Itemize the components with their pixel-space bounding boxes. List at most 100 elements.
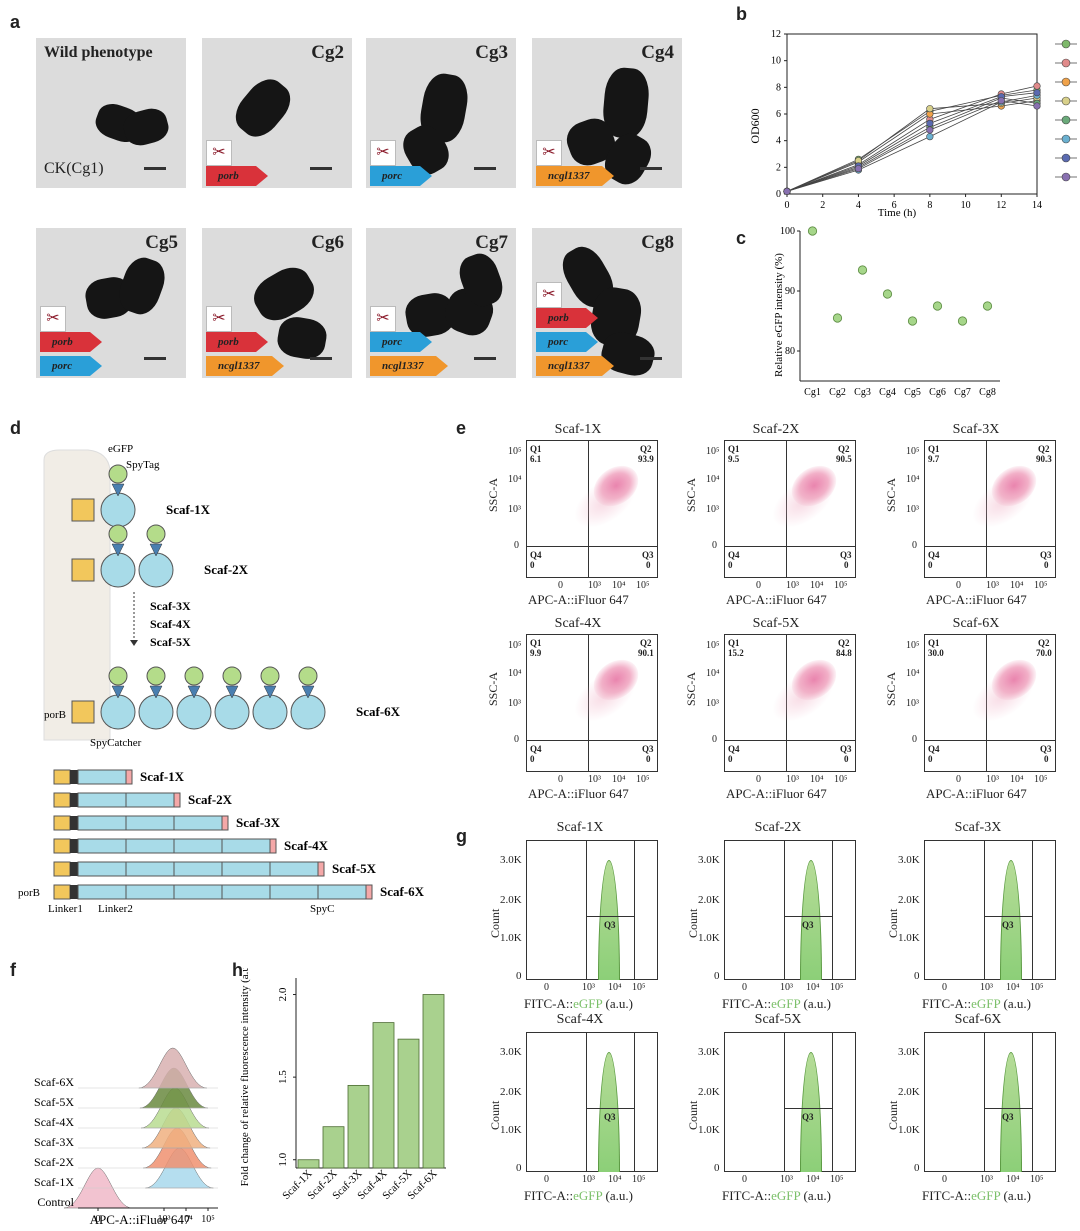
point-Cg8 [1033,102,1041,110]
histogram-frame [924,840,1056,980]
linker1-label: Linker1 [48,903,83,915]
histogram-2: Scaf-2X Q3 Count 3.0K 2.0K 1.0K 0 0 10³ 10⁴ 10⁵ FIT… [680,820,876,1012]
y-tick-label: 1.0K [698,1124,720,1136]
x-tick-label: 10⁵ [830,982,844,993]
x-tick-label: 0 [558,580,563,591]
bacterium-cell [247,259,321,329]
flow-xlabel: APC-A::iFluor 647 [726,592,827,607]
gate-left [984,1032,985,1172]
flow-plot-4: Scaf-4X Q1 9.9 Q2 90.1 Q4 0 Q3 0 SSC-A 10⁵ 10⁴ 10³ 0 0… [480,616,676,806]
q3-label: Q3 [1040,550,1052,560]
x-tick-label: 8 [927,200,932,211]
y-tick-label: 1.0 [277,1152,289,1166]
xlabel-egfp: eGFP [573,996,603,1011]
x-tick-label: 0 [742,1174,747,1185]
egfp-label: eGFP [108,443,133,455]
q1-label: Q1 [530,444,542,454]
y-tick-label: 0 [514,734,519,745]
q3-label: Q3 [1002,1112,1014,1122]
q3-label: Q3 [1002,920,1014,930]
y-tick-label: 10³ [706,698,719,709]
porb-segment [53,815,71,831]
histogram-frame [724,840,856,980]
legend-marker [1061,96,1071,106]
micrograph-8: Cg8 ✂ porb porc ncgl1337 [532,228,682,378]
spycatcher-domain [176,694,212,730]
ridge-label: Scaf-5X [34,1095,74,1109]
panel-d-constructs: Scaf-1XScaf-2XScaf-3XScaf-4XScaf-5XScaf-… [18,769,425,915]
q3-gate-line [984,1108,1032,1109]
histogram-frame [526,840,658,980]
ridge-label: Scaf-2X [34,1155,74,1169]
y-tick-label: 2.0K [698,894,720,906]
construct-label: Scaf-2X [188,792,233,807]
construct-label: Scaf-3X [236,815,281,830]
scale-bar [144,357,166,360]
y-tick-label: 10⁴ [706,668,720,679]
scale-bar [640,167,662,170]
xlabel-suffix: (a.u.) [800,1188,831,1203]
point-Cg7 [926,119,934,127]
spytag-arrow [187,685,201,699]
q4-label: Q4 [928,744,940,754]
gate-right [1032,840,1033,980]
q4-value: 0 [928,754,933,764]
scaffold-ellipsis-label: Scaf-5X [150,635,191,649]
spycatcher-domain [138,552,174,588]
x-tick-label: 10³ [582,1174,595,1185]
gate-right [634,840,635,980]
x-tick-label: 10³ [582,982,595,993]
x-tick-label: Cg4 [879,387,896,398]
scissors-icon: ✂ [536,140,562,166]
histogram-title: Scaf-3X [954,820,1002,835]
y-tick-label: 0 [914,1162,920,1174]
q2-value: 70.0 [1036,648,1052,658]
panel-label-a: a [10,12,21,32]
q2-label: Q2 [640,444,652,454]
spyc-segment [125,769,133,785]
ridge-label: Scaf-3X [34,1135,74,1149]
micrograph-1: Wild phenotype CK(Cg1) [36,38,186,188]
x-tick-label: 10³ [780,982,793,993]
growth-ylabel: OD600 [748,108,762,143]
y-tick-label: 3.0K [500,854,522,866]
y-tick-label: 0 [516,970,522,982]
y-tick-label: 0 [714,970,720,982]
q4-label: Q4 [728,744,740,754]
y-tick-label: 0 [712,540,717,551]
micrograph-title: Cg5 [145,232,178,253]
micrograph-title: Cg4 [641,42,674,63]
q1-label: Q1 [928,638,940,648]
horizontal-gate [724,546,856,547]
y-tick-label: 2.0K [898,1086,920,1098]
flow-ylabel: SSC-A [684,477,698,512]
q3-gate-line [984,916,1032,917]
micrograph-title: Cg8 [641,232,674,253]
y-tick-label: 3.0K [898,1046,920,1058]
y-tick-label: 10⁴ [906,474,920,485]
q2-label: Q2 [640,638,652,648]
flow-plot-title: Scaf-4X [554,616,602,631]
x-tick-label: 10³ [786,774,799,785]
bacterium-cell [274,314,330,362]
y-tick-label: 10⁵ [508,640,522,651]
spycatcher-segment [77,815,223,831]
q3-label: Q3 [642,550,654,560]
micrograph-2: Cg2 ✂ porb [202,38,352,188]
q4-value: 0 [728,560,733,570]
q4-label: Q4 [530,550,542,560]
y-tick-label: 8 [776,82,781,93]
y-tick-label: 0 [776,189,781,200]
y-tick-label: 0 [516,1162,522,1174]
spytag-arrow [263,685,277,699]
histogram-4: Scaf-4X Q3 Count 3.0K 2.0K 1.0K 0 0 10³ 10⁴ 10⁵ FIT… [482,1012,678,1204]
scale-bar [310,167,332,170]
point-Cg8 [997,97,1005,105]
q4-label: Q4 [728,550,740,560]
ridge-label: Scaf-6X [34,1075,74,1089]
spyc-segment [365,884,373,900]
x-tick-label: 0 [558,774,563,785]
legend-marker [1061,134,1071,144]
micrograph-title: Cg3 [475,42,508,63]
porb-segment [53,884,71,900]
